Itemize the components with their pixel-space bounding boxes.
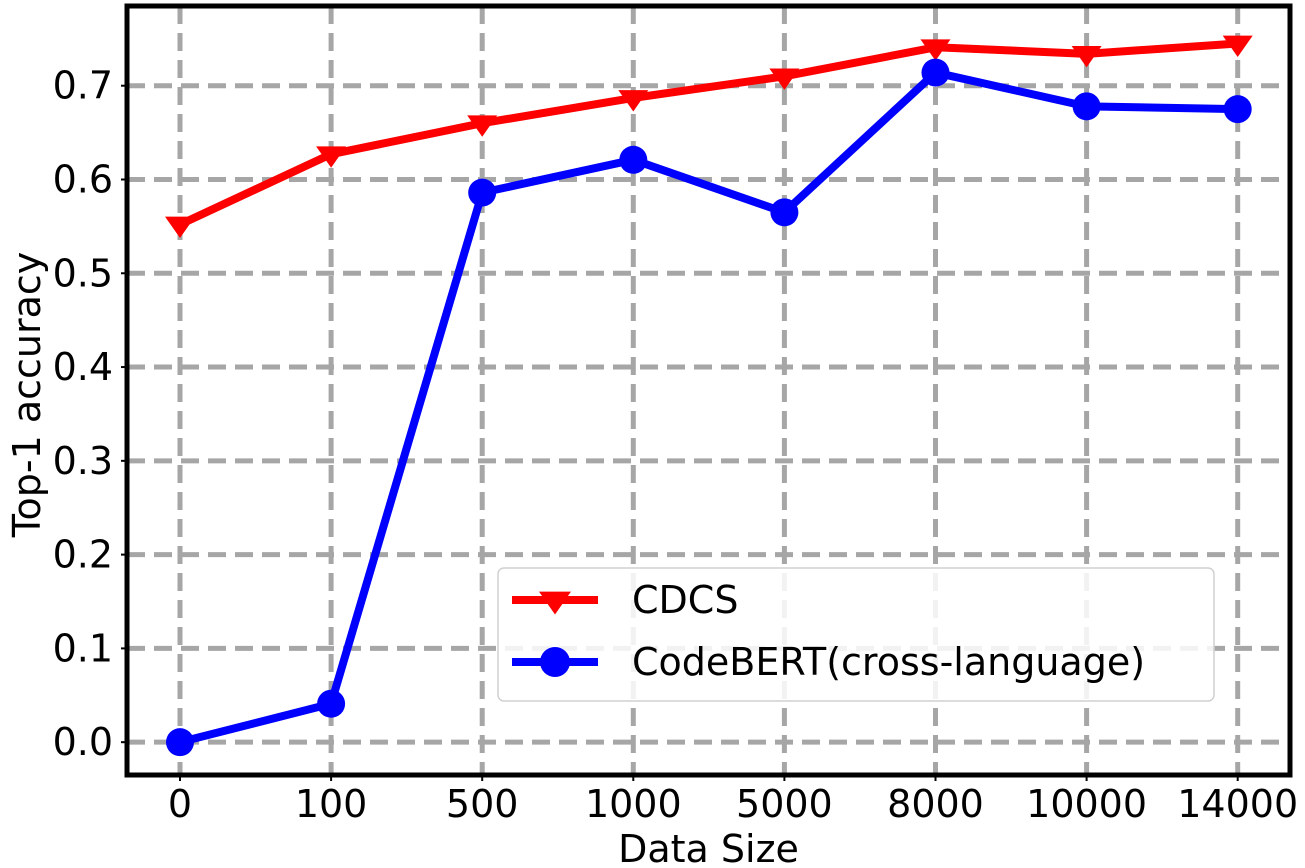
- data-point: [618, 90, 649, 112]
- x-tick-label: 0: [168, 782, 192, 826]
- series-layer: [165, 35, 1253, 757]
- legend-marker: [540, 647, 570, 677]
- data-point: [1071, 45, 1102, 68]
- y-axis-title: Top-1 accuracy: [5, 252, 49, 539]
- grid: [127, 6, 1290, 775]
- x-tick-label: 14000: [1177, 782, 1298, 826]
- x-tick-label: 100: [295, 782, 368, 826]
- data-point: [467, 115, 498, 137]
- x-tick-label: 8000: [887, 782, 984, 826]
- data-point: [468, 178, 497, 207]
- data-point: [921, 58, 950, 87]
- data-point: [920, 39, 951, 61]
- series-cdcs: [165, 35, 1253, 239]
- data-point: [316, 146, 347, 168]
- series-line: [176, 39, 1242, 229]
- x-tick-label: 10000: [1026, 782, 1147, 826]
- y-axis-ticks: 0.0 0.1 0.2 0.3 0.4 0.5 0.6 0.7: [53, 64, 127, 764]
- legend-marker: [539, 591, 571, 615]
- legend-label: CodeBERT(cross-language): [632, 640, 1145, 684]
- series-line: [176, 68, 1242, 747]
- y-tick-label: 0.1: [53, 626, 113, 670]
- data-point: [317, 689, 346, 718]
- y-tick-label: 0.7: [53, 64, 113, 108]
- y-tick-label: 0.5: [53, 251, 113, 295]
- data-point: [770, 198, 799, 227]
- data-point: [1072, 92, 1101, 121]
- x-tick-label: 500: [446, 782, 519, 826]
- legend-box: [497, 567, 1215, 702]
- y-tick-label: 0.2: [53, 533, 113, 577]
- data-point: [1222, 35, 1253, 58]
- x-tick-label: 1000: [585, 782, 682, 826]
- legend-item-codebert: CodeBERT(cross-language): [512, 640, 1145, 684]
- data-point: [769, 68, 800, 90]
- y-tick-label: 0.4: [53, 345, 113, 389]
- data-point: [166, 728, 194, 757]
- data-point: [619, 145, 648, 174]
- y-tick-label: 0.3: [53, 439, 113, 483]
- x-axis-title: Data Size: [618, 827, 799, 868]
- plot-frame: [124, 3, 1293, 778]
- x-axis-ticks: 0 100 500 1000 5000 8000 10000 14000: [168, 775, 1298, 826]
- y-tick-label: 0.6: [53, 157, 113, 201]
- legend-item-cdcs: CDCS: [512, 578, 738, 622]
- x-tick-label: 5000: [736, 782, 833, 826]
- data-point: [1223, 95, 1252, 124]
- series-codebert: [166, 58, 1252, 757]
- y-tick-label: 0.0: [53, 720, 113, 764]
- data-point: [165, 216, 195, 239]
- legend-label: CDCS: [632, 578, 738, 622]
- legend: CDCS CodeBERT(cross-language): [497, 567, 1215, 702]
